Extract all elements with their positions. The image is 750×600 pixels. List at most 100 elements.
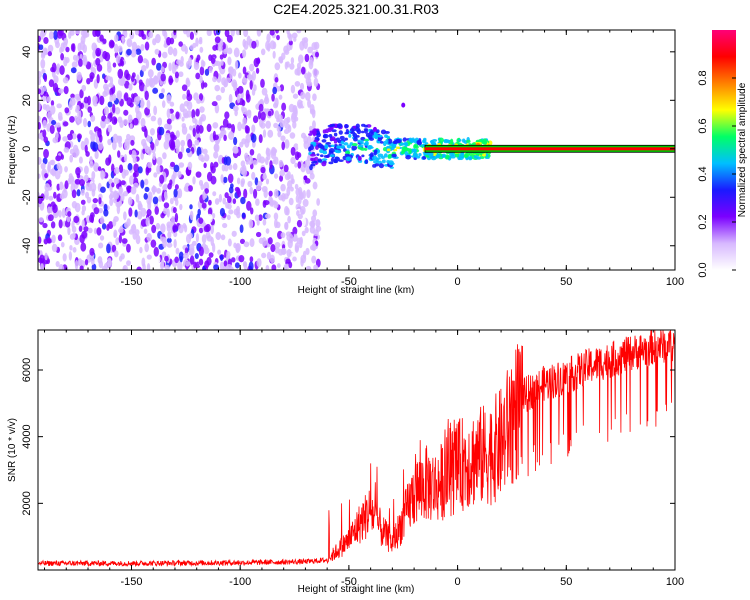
spectrogram-cell xyxy=(364,124,369,128)
spectrogram-cell xyxy=(40,162,46,170)
spectrogram-cell xyxy=(65,46,70,53)
spectrogram-cell xyxy=(315,51,320,58)
spectrogram-cell xyxy=(113,232,117,239)
spectrogram-cell xyxy=(228,164,233,171)
spectrogram-cell xyxy=(38,115,41,123)
spectrogram-cell xyxy=(244,125,249,134)
spectrogram-cell xyxy=(169,197,174,205)
spectrogram-cell xyxy=(123,92,129,102)
spectrogram-cell xyxy=(135,234,141,245)
spectrogram-cell xyxy=(278,159,284,168)
spectrogram-cell xyxy=(193,92,199,101)
spectrogram-cell xyxy=(113,177,120,185)
spectrogram-cell xyxy=(154,48,160,55)
spectrogram-cell xyxy=(61,189,68,199)
spectrogram-cell xyxy=(204,188,209,194)
spectrogram-cell xyxy=(194,139,200,146)
spectrogram-cell xyxy=(74,178,81,185)
spectrogram-cell xyxy=(50,66,55,73)
spectrogram-cell xyxy=(54,170,61,180)
spectrogram-cell xyxy=(82,44,88,53)
spectrogram-cell xyxy=(83,165,89,175)
spectrogram-cell xyxy=(430,156,437,161)
spectrogram-cell xyxy=(246,35,251,46)
spectrogram-cell xyxy=(63,147,70,153)
spectrogram-cell xyxy=(83,117,88,128)
spectrogram-cell xyxy=(65,57,70,64)
spectrogram-cell xyxy=(289,233,294,244)
spectrogram-cell xyxy=(123,169,129,176)
spectrogram-cell xyxy=(208,54,213,61)
spectrogram-cell xyxy=(225,201,230,209)
spectrogram-cell xyxy=(199,66,205,76)
spectrogram-cell xyxy=(187,138,193,149)
spectrogram-cell xyxy=(133,96,140,106)
spectrogram-cell xyxy=(307,99,311,108)
spectrogram-cell xyxy=(324,143,329,149)
spectrogram-cell xyxy=(280,135,286,142)
spectrogram-cell xyxy=(72,232,76,239)
spectrogram-cell xyxy=(62,136,68,142)
spectrogram-cell xyxy=(265,120,271,129)
spectrogram-cell xyxy=(322,129,327,134)
spectrogram-cell xyxy=(246,200,252,211)
spectrogram-cell xyxy=(189,204,193,210)
spectrogram-cell xyxy=(160,66,165,73)
spectrogram-cell xyxy=(47,237,51,244)
x-tick-label: 0 xyxy=(455,576,461,588)
spectrogram-cell xyxy=(155,222,161,230)
spectrogram-cell xyxy=(283,128,290,135)
spectrogram-cell xyxy=(227,196,232,204)
spectrogram-cell xyxy=(265,178,270,185)
spectrogram-cell xyxy=(273,188,279,199)
spectrogram-cell xyxy=(98,260,104,269)
spectrogram-cell xyxy=(84,259,89,266)
spectrogram-cell xyxy=(249,238,255,248)
spectrogram-cell xyxy=(80,188,85,196)
spectrogram-cell xyxy=(272,159,276,165)
spectrogram-cell xyxy=(147,161,153,169)
spectrogram-cell xyxy=(241,49,247,58)
spectrogram-cell xyxy=(60,241,65,248)
spectrogram-cell xyxy=(214,84,221,92)
spectrogram-cell xyxy=(119,119,124,129)
spectrogram-cell xyxy=(132,156,137,164)
spectrogram-cell xyxy=(210,224,215,235)
spectrogram-cell xyxy=(145,59,150,69)
spectrogram-cell xyxy=(96,227,102,236)
spectrogram-cell xyxy=(77,258,83,267)
spectrogram-cell xyxy=(310,153,316,157)
spectrogram-cell xyxy=(175,247,180,255)
spectrogram-cell xyxy=(360,130,365,134)
spectrogram-cell xyxy=(175,111,180,120)
spectrogram-cell xyxy=(182,30,188,35)
spectrogram-cell xyxy=(48,79,55,88)
spectrogram-cell xyxy=(151,57,156,66)
spectrogram-cell xyxy=(363,138,370,142)
spectrogram-cell xyxy=(311,130,318,136)
spectrogram-cell xyxy=(47,51,53,57)
spectrogram-cell xyxy=(351,145,358,151)
spectrogram-cell xyxy=(366,145,373,149)
spectrogram-cell xyxy=(232,198,237,205)
spectrogram-cell xyxy=(256,30,262,37)
spectrogram-cell xyxy=(268,190,273,197)
spectrogram-cell xyxy=(162,152,167,160)
spectrogram-cell xyxy=(89,247,95,256)
spectrogram-cell xyxy=(300,163,306,173)
spectrogram-cell xyxy=(331,123,336,127)
spectrogram-cell xyxy=(140,179,145,189)
spectrogram-cell xyxy=(172,223,177,233)
spectrogram-cell xyxy=(309,172,315,180)
spectrogram-cell xyxy=(98,207,103,214)
spectrogram-cell xyxy=(381,156,386,159)
spectrogram-cell xyxy=(48,31,54,40)
spectrogram-cell xyxy=(140,44,145,52)
spectrogram-cell xyxy=(243,30,249,37)
spectrogram-cell xyxy=(235,30,241,36)
spectrogram-cell xyxy=(60,52,65,61)
spectrogram-cell xyxy=(40,258,44,264)
spectrogram-cell xyxy=(174,198,179,206)
spectrogram-cell xyxy=(219,54,224,60)
spectrogram-cell xyxy=(160,73,166,82)
